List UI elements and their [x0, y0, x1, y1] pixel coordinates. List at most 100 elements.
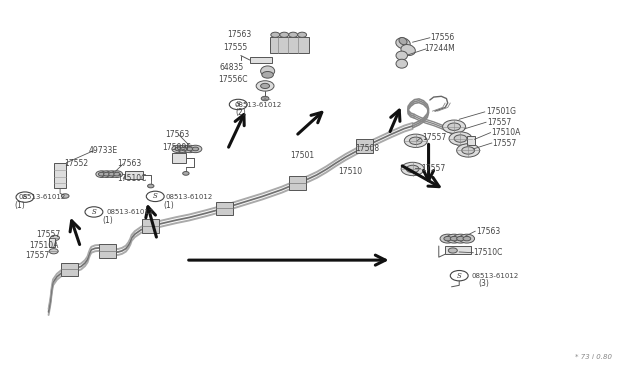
Circle shape — [61, 194, 69, 198]
Bar — [270, 37, 308, 53]
Circle shape — [457, 144, 479, 157]
Circle shape — [114, 172, 120, 176]
Circle shape — [447, 234, 462, 243]
Circle shape — [180, 147, 187, 151]
Text: (1): (1) — [164, 201, 174, 210]
Text: 08513-61012: 08513-61012 — [107, 209, 154, 215]
Bar — [250, 57, 272, 63]
Text: 17510: 17510 — [338, 167, 362, 176]
Text: 08513-61012: 08513-61012 — [166, 194, 212, 200]
Text: 17510A: 17510A — [29, 241, 59, 250]
Circle shape — [104, 172, 110, 176]
Text: 17556C: 17556C — [218, 75, 247, 84]
Text: (1): (1) — [15, 201, 26, 210]
Text: * 73 i 0.80: * 73 i 0.80 — [575, 354, 612, 360]
Text: 49733E: 49733E — [89, 146, 118, 155]
Ellipse shape — [399, 38, 407, 45]
Circle shape — [147, 191, 164, 202]
Text: 17556: 17556 — [430, 33, 454, 42]
Text: 17501G: 17501G — [486, 108, 516, 116]
Circle shape — [261, 96, 269, 101]
Circle shape — [401, 162, 424, 176]
Ellipse shape — [271, 32, 280, 37]
Text: 64835: 64835 — [219, 63, 243, 72]
Circle shape — [457, 236, 465, 241]
Circle shape — [99, 172, 105, 176]
Circle shape — [444, 236, 452, 241]
Circle shape — [463, 236, 470, 241]
Bar — [289, 176, 306, 190]
Text: 17557: 17557 — [492, 138, 516, 148]
Text: (1): (1) — [103, 216, 114, 225]
Text: 17509F: 17509F — [163, 142, 191, 151]
Circle shape — [49, 248, 58, 254]
Text: 17563: 17563 — [166, 129, 189, 139]
Circle shape — [449, 132, 472, 145]
Ellipse shape — [262, 71, 273, 78]
Circle shape — [183, 145, 196, 153]
Text: 08513-61012: 08513-61012 — [234, 102, 282, 108]
Bar — [356, 139, 373, 153]
Circle shape — [462, 147, 474, 154]
Circle shape — [96, 171, 108, 177]
Text: 08513-61012: 08513-61012 — [19, 194, 66, 200]
Circle shape — [101, 171, 113, 177]
Text: S: S — [153, 192, 157, 201]
Ellipse shape — [280, 32, 289, 37]
Text: S: S — [236, 100, 241, 109]
Circle shape — [404, 134, 428, 147]
Ellipse shape — [260, 66, 275, 76]
Text: 17508: 17508 — [355, 144, 380, 153]
Circle shape — [109, 172, 115, 176]
Text: S: S — [92, 208, 96, 216]
Text: 17510A: 17510A — [491, 128, 520, 137]
Circle shape — [182, 171, 189, 175]
Text: 17510C: 17510C — [118, 174, 147, 183]
Circle shape — [460, 234, 474, 243]
Circle shape — [51, 235, 60, 240]
Circle shape — [175, 147, 181, 151]
Text: 17510C: 17510C — [473, 248, 502, 257]
Circle shape — [410, 137, 422, 144]
Circle shape — [186, 147, 193, 151]
Text: 17557: 17557 — [422, 133, 447, 142]
Circle shape — [16, 192, 34, 202]
Text: 17557: 17557 — [487, 118, 511, 127]
Text: 17557: 17557 — [36, 230, 60, 240]
Ellipse shape — [396, 38, 410, 49]
Bar — [99, 244, 116, 257]
Circle shape — [448, 123, 461, 131]
Text: 17557: 17557 — [421, 164, 445, 173]
Circle shape — [189, 145, 202, 153]
Ellipse shape — [396, 51, 408, 60]
Circle shape — [148, 184, 154, 188]
Text: S: S — [22, 193, 28, 201]
Circle shape — [177, 145, 190, 153]
Text: (2): (2) — [236, 108, 246, 117]
Text: 17501: 17501 — [290, 151, 314, 160]
Text: 17563: 17563 — [227, 29, 252, 39]
Circle shape — [451, 236, 458, 241]
Circle shape — [451, 270, 468, 281]
Bar — [445, 246, 470, 254]
Circle shape — [406, 165, 419, 173]
Circle shape — [106, 171, 118, 177]
Circle shape — [454, 135, 467, 142]
Bar — [467, 136, 474, 145]
Ellipse shape — [401, 45, 415, 55]
Text: 17563: 17563 — [476, 227, 500, 236]
Circle shape — [192, 147, 198, 151]
Text: 17555: 17555 — [223, 42, 247, 51]
Text: S: S — [457, 272, 461, 280]
Text: 08513-61012: 08513-61012 — [472, 273, 519, 279]
Circle shape — [449, 248, 458, 253]
Text: 17552: 17552 — [65, 159, 89, 168]
Circle shape — [85, 207, 103, 217]
Circle shape — [256, 81, 274, 91]
Bar — [61, 263, 78, 276]
Circle shape — [260, 83, 269, 89]
Text: 17244M: 17244M — [424, 44, 455, 53]
Circle shape — [111, 171, 123, 177]
Bar — [172, 153, 186, 163]
Ellipse shape — [298, 32, 307, 37]
